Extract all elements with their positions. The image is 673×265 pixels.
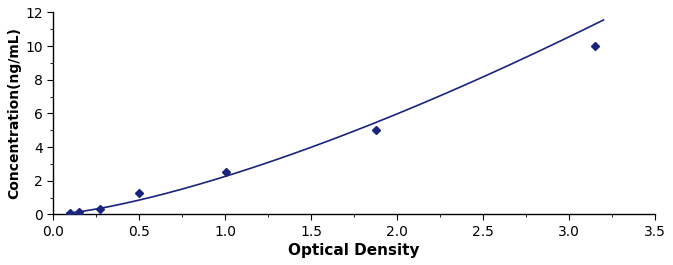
Y-axis label: Concentration(ng/mL): Concentration(ng/mL) [7,28,21,200]
X-axis label: Optical Density: Optical Density [289,243,420,258]
